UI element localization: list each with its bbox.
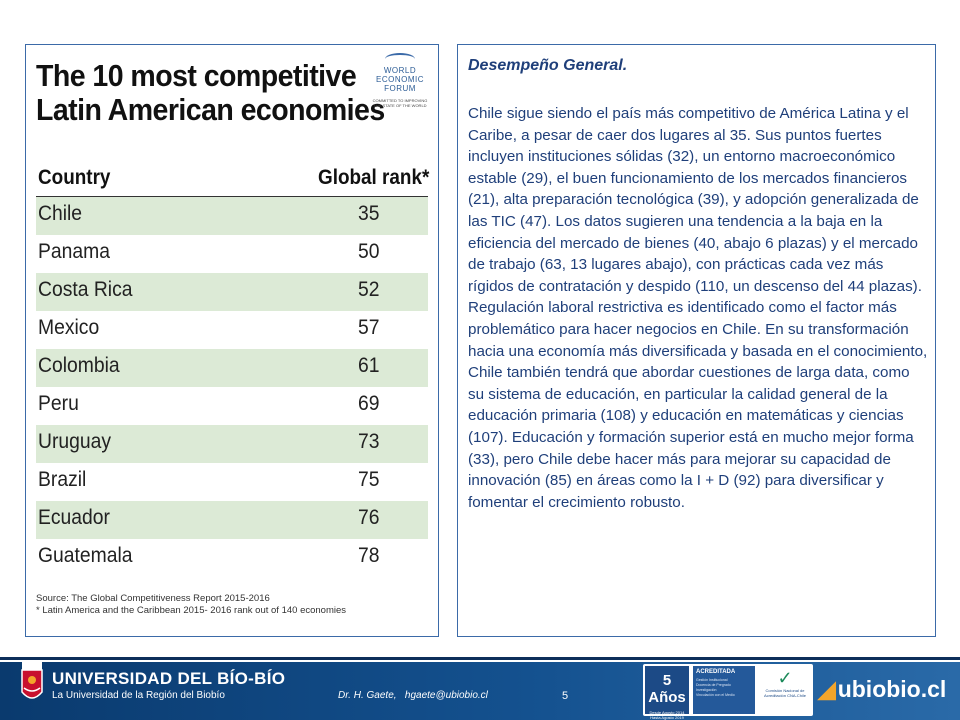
source-line-2: * Latin America and the Caribbean 2015- … bbox=[36, 605, 347, 616]
country-cell: Mexico bbox=[38, 316, 100, 339]
ranking-table-header: Country Global rank* bbox=[36, 162, 430, 198]
accreditation-area: Docencia de Pregrado bbox=[696, 683, 731, 687]
table-row: Uruguay 73 bbox=[36, 425, 428, 463]
university-crest-icon bbox=[21, 662, 43, 699]
table-row: Ecuador 76 bbox=[36, 501, 428, 539]
wef-chart-title: The 10 most competitive Latin American e… bbox=[36, 58, 385, 127]
ranking-table-body: Chile 35 Panama 50 Costa Rica 52 Mexico 57 C… bbox=[36, 197, 428, 577]
wef-title-line-2: Latin American economies bbox=[36, 92, 385, 127]
table-row: Panama 50 bbox=[36, 235, 428, 273]
table-row: Chile 35 bbox=[36, 197, 428, 235]
table-row: Costa Rica 52 bbox=[36, 273, 428, 311]
rank-cell: 61 bbox=[358, 354, 380, 377]
cna-mark-icon: ✓ bbox=[777, 668, 793, 688]
rank-cell: 52 bbox=[358, 278, 380, 301]
country-cell: Colombia bbox=[38, 354, 120, 377]
rank-cell: 69 bbox=[358, 392, 380, 415]
ubiobio-logo[interactable]: ◢ubiobio.cl bbox=[818, 676, 946, 703]
rank-cell: 75 bbox=[358, 468, 380, 491]
wef-logo-tagline: COMMITTED TO IMPROVING THE STATE OF THE … bbox=[372, 98, 428, 108]
rank-cell: 35 bbox=[358, 202, 380, 225]
source-line-1: Source: The Global Competitiveness Repor… bbox=[36, 593, 270, 604]
accreditation-label: ACREDITADA bbox=[696, 669, 736, 675]
accreditation-years: 5 Años Desde Agosto 2014 Hasta Agosto 20… bbox=[645, 666, 689, 720]
author-credit: Dr. H. Gaete, hgaete@ubiobio.cl bbox=[338, 690, 488, 701]
section-heading: Desempeño General. bbox=[468, 57, 628, 74]
country-cell: Panama bbox=[38, 240, 110, 263]
accreditation-area: Investigación bbox=[696, 688, 717, 692]
country-cell: Costa Rica bbox=[38, 278, 133, 301]
country-cell: Uruguay bbox=[38, 430, 112, 453]
accreditation-area: Vinculación con el Medio bbox=[696, 693, 735, 697]
column-header-rank: Global rank* bbox=[318, 166, 430, 189]
rank-cell: 76 bbox=[358, 506, 380, 529]
country-cell: Peru bbox=[38, 392, 79, 415]
table-row: Peru 69 bbox=[36, 387, 428, 425]
accreditation-badge: 5 Años Desde Agosto 2014 Hasta Agosto 20… bbox=[643, 664, 813, 720]
author-name: Dr. H. Gaete, bbox=[338, 690, 397, 701]
wef-logo-line-1: WORLD bbox=[383, 66, 417, 75]
wef-logo-line-3: FORUM bbox=[384, 84, 416, 93]
country-cell: Guatemala bbox=[38, 544, 133, 567]
country-cell: Ecuador bbox=[38, 506, 110, 529]
rank-cell: 50 bbox=[358, 240, 380, 263]
rank-cell: 73 bbox=[358, 430, 380, 453]
author-email[interactable]: hgaete@ubiobio.cl bbox=[404, 690, 488, 701]
university-subtitle: La Universidad de la Región del Biobío bbox=[52, 690, 225, 701]
table-row: Guatemala 78 bbox=[36, 539, 428, 577]
cna-logo: ✓ Comisión Nacional de Acreditación CNA-… bbox=[761, 668, 809, 712]
accreditation-period: Desde Agosto 2014 Hasta Agosto 2019 bbox=[649, 710, 685, 720]
accreditation-area: Gestión Institucional bbox=[696, 678, 728, 682]
column-header-country: Country bbox=[38, 166, 111, 189]
ubiobio-site-name: ubiobio.cl bbox=[837, 676, 947, 702]
wef-title-line-1: The 10 most competitive bbox=[36, 58, 357, 93]
university-name: UNIVERSIDAD DEL BÍO-BÍO bbox=[52, 669, 286, 688]
cna-text: Comisión Nacional de Acreditación CNA-Ch… bbox=[763, 688, 806, 698]
table-row: Colombia 61 bbox=[36, 349, 428, 387]
wef-logo-line-2: ECONOMIC bbox=[376, 75, 424, 84]
wef-logo: WORLD ECONOMIC FORUM COMMITTED TO IMPROV… bbox=[372, 53, 428, 108]
footer-divider bbox=[0, 657, 960, 660]
rank-cell: 78 bbox=[358, 544, 380, 567]
page-number: 5 bbox=[562, 690, 569, 702]
accreditation-years-value: 5 Años bbox=[648, 672, 686, 706]
wef-ranking-image: The 10 most competitive Latin American e… bbox=[25, 44, 439, 637]
wef-globe-icon bbox=[385, 53, 415, 65]
rank-cell: 57 bbox=[358, 316, 380, 339]
table-row: Mexico 57 bbox=[36, 311, 428, 349]
source-note: Source: The Global Competitiveness Repor… bbox=[36, 593, 428, 617]
accreditation-areas: ACREDITADA Gestión Institucional Docenci… bbox=[693, 666, 755, 714]
text-panel: Desempeño General. Chile sigue siendo el… bbox=[457, 44, 936, 637]
table-row: Brazil 75 bbox=[36, 463, 428, 501]
country-cell: Brazil bbox=[38, 468, 87, 491]
body-paragraph: Chile sigue siendo el país más competiti… bbox=[468, 105, 928, 511]
ubiobio-arrow-icon: ◢ bbox=[818, 676, 836, 702]
country-cell: Chile bbox=[38, 202, 83, 225]
